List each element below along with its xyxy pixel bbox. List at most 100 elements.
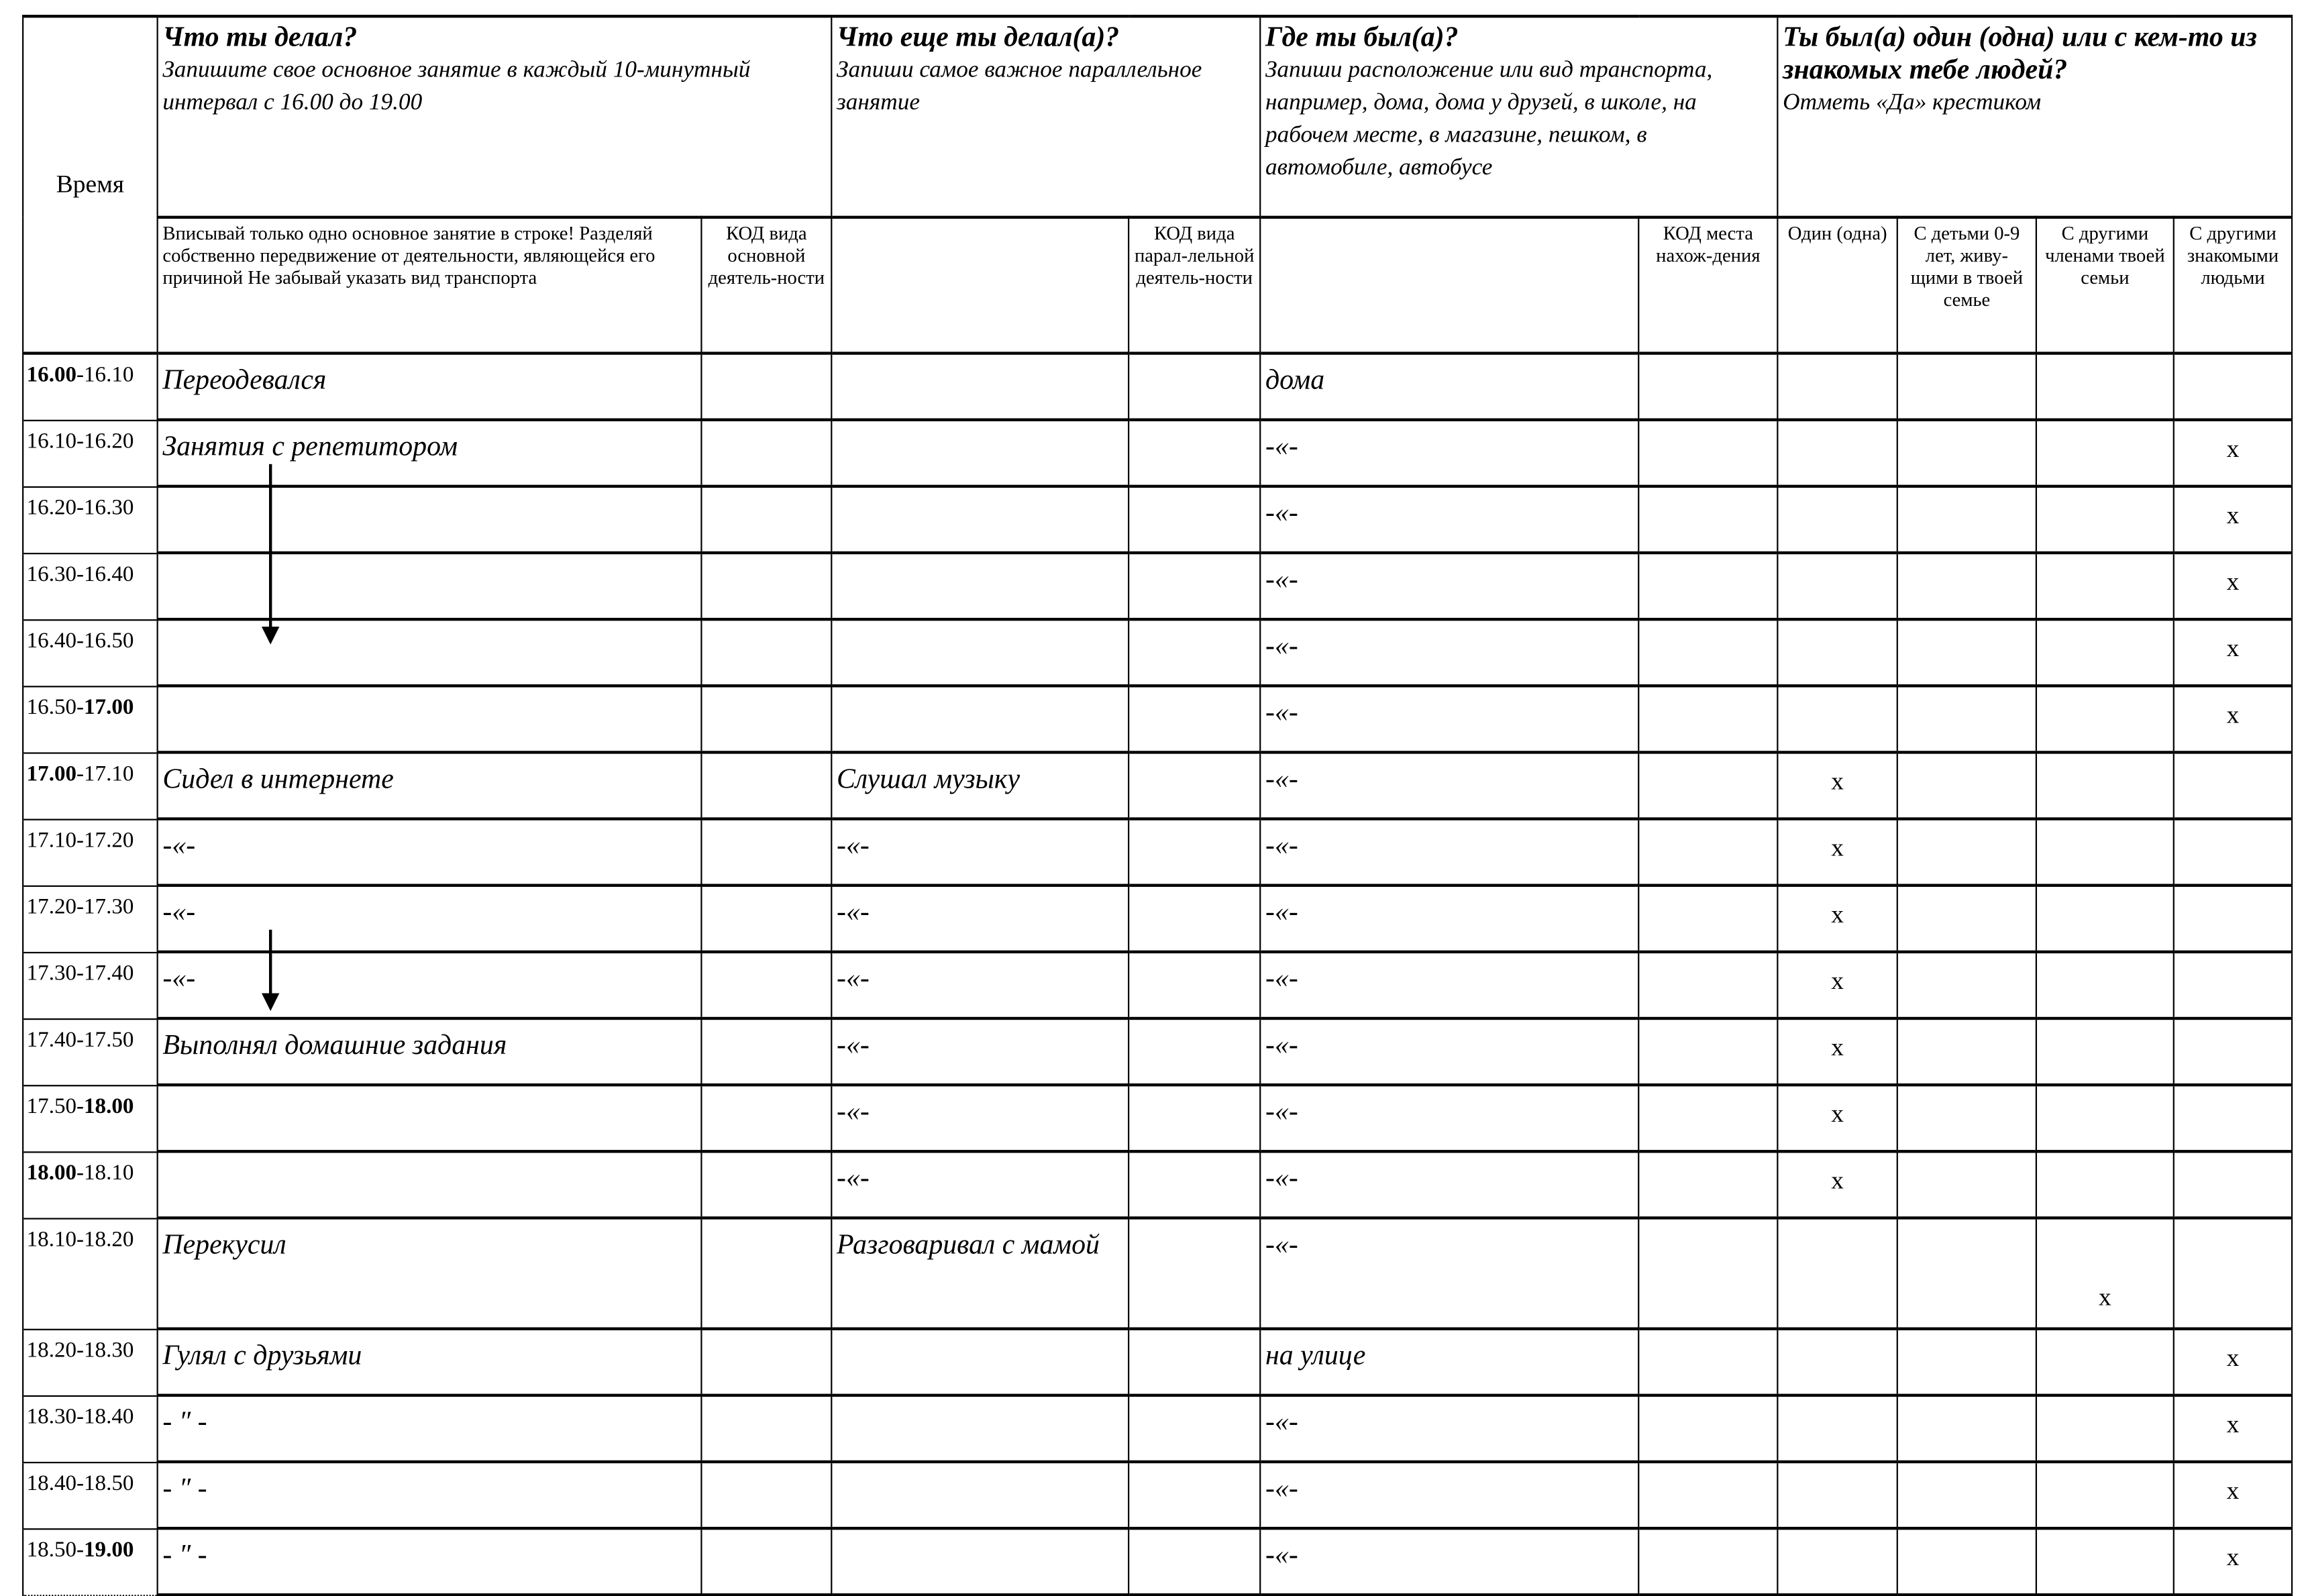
family-cell[interactable]: [2035, 1084, 2174, 1153]
kids-cell[interactable]: [1896, 352, 2038, 421]
location-code-cell[interactable]: [1638, 1328, 1779, 1397]
location-code-cell[interactable]: [1638, 419, 1779, 488]
main-activity-cell[interactable]: -«-: [156, 951, 702, 1020]
location-cell[interactable]: -«-: [1259, 1217, 1640, 1330]
kids-cell[interactable]: [1896, 1460, 2038, 1530]
family-cell[interactable]: [2035, 951, 2174, 1020]
friends-cell[interactable]: x: [2172, 1460, 2293, 1530]
family-cell[interactable]: [2035, 1017, 2174, 1087]
main-activity-code-cell[interactable]: [700, 1084, 833, 1153]
kids-cell[interactable]: [1896, 884, 2038, 954]
kids-cell[interactable]: [1896, 419, 2038, 488]
main-activity-cell[interactable]: -«-: [156, 884, 702, 954]
kids-cell[interactable]: [1896, 551, 2038, 621]
location-cell[interactable]: -«-: [1259, 1017, 1640, 1087]
location-code-cell[interactable]: [1638, 551, 1779, 621]
kids-cell[interactable]: [1896, 751, 2038, 820]
parallel-activity-code-cell[interactable]: [1128, 352, 1261, 421]
kids-cell[interactable]: [1896, 1394, 2038, 1464]
kids-cell[interactable]: [1896, 685, 2038, 754]
location-code-cell[interactable]: [1638, 685, 1779, 754]
friends-cell[interactable]: x: [2172, 1394, 2293, 1464]
location-code-cell[interactable]: [1638, 1217, 1779, 1330]
family-cell[interactable]: [2035, 419, 2174, 488]
location-cell[interactable]: -«-: [1259, 751, 1640, 820]
main-activity-code-cell[interactable]: [700, 1394, 833, 1464]
main-activity-code-cell[interactable]: [700, 419, 833, 488]
parallel-activity-code-cell[interactable]: [1128, 751, 1261, 820]
location-code-cell[interactable]: [1638, 1151, 1779, 1220]
alone-cell[interactable]: x: [1777, 1084, 1898, 1153]
family-cell[interactable]: [2035, 818, 2174, 887]
alone-cell[interactable]: [1777, 551, 1898, 621]
main-activity-cell[interactable]: - ″ -: [156, 1394, 702, 1464]
location-code-cell[interactable]: [1638, 619, 1779, 688]
parallel-activity-cell[interactable]: -«-: [831, 951, 1130, 1020]
main-activity-cell[interactable]: [156, 685, 702, 754]
parallel-activity-cell[interactable]: Разговаривал с мамой: [831, 1217, 1130, 1330]
kids-cell[interactable]: [1896, 818, 2038, 887]
main-activity-cell[interactable]: Выполнял домашние задания: [156, 1017, 702, 1087]
kids-cell[interactable]: [1896, 1217, 2038, 1330]
main-activity-code-cell[interactable]: [700, 1017, 833, 1087]
parallel-activity-cell[interactable]: [831, 1460, 1130, 1530]
alone-cell[interactable]: [1777, 685, 1898, 754]
parallel-activity-code-cell[interactable]: [1128, 685, 1261, 754]
parallel-activity-cell[interactable]: [831, 1528, 1130, 1596]
parallel-activity-cell[interactable]: -«-: [831, 884, 1130, 954]
kids-cell[interactable]: [1896, 1084, 2038, 1153]
location-cell[interactable]: дома: [1259, 352, 1640, 421]
main-activity-cell[interactable]: - ″ -: [156, 1460, 702, 1530]
parallel-activity-code-cell[interactable]: [1128, 1217, 1261, 1330]
friends-cell[interactable]: [2172, 951, 2293, 1020]
main-activity-cell[interactable]: [156, 619, 702, 688]
family-cell[interactable]: [2035, 551, 2174, 621]
location-code-cell[interactable]: [1638, 352, 1779, 421]
family-cell[interactable]: [2035, 884, 2174, 954]
location-code-cell[interactable]: [1638, 1460, 1779, 1530]
kids-cell[interactable]: [1896, 951, 2038, 1020]
main-activity-code-cell[interactable]: [700, 818, 833, 887]
parallel-activity-cell[interactable]: [831, 1394, 1130, 1464]
location-cell[interactable]: -«-: [1259, 419, 1640, 488]
family-cell[interactable]: [2035, 1328, 2174, 1397]
parallel-activity-cell[interactable]: -«-: [831, 1017, 1130, 1087]
parallel-activity-cell[interactable]: [831, 419, 1130, 488]
location-code-cell[interactable]: [1638, 1017, 1779, 1087]
main-activity-cell[interactable]: [156, 1084, 702, 1153]
main-activity-cell[interactable]: Гулял с друзьями: [156, 1328, 702, 1397]
location-code-cell[interactable]: [1638, 1394, 1779, 1464]
parallel-activity-code-cell[interactable]: [1128, 818, 1261, 887]
location-cell[interactable]: -«-: [1259, 1151, 1640, 1220]
alone-cell[interactable]: [1777, 419, 1898, 488]
alone-cell[interactable]: [1777, 1460, 1898, 1530]
location-cell[interactable]: -«-: [1259, 1394, 1640, 1464]
main-activity-code-cell[interactable]: [700, 1328, 833, 1397]
parallel-activity-code-cell[interactable]: [1128, 884, 1261, 954]
alone-cell[interactable]: [1777, 1394, 1898, 1464]
family-cell[interactable]: [2035, 1460, 2174, 1530]
family-cell[interactable]: [2035, 1528, 2174, 1596]
main-activity-code-cell[interactable]: [700, 619, 833, 688]
parallel-activity-cell[interactable]: [831, 485, 1130, 555]
parallel-activity-cell[interactable]: [831, 619, 1130, 688]
parallel-activity-code-cell[interactable]: [1128, 1151, 1261, 1220]
friends-cell[interactable]: [2172, 1217, 2293, 1330]
parallel-activity-cell[interactable]: [831, 352, 1130, 421]
friends-cell[interactable]: [2172, 884, 2293, 954]
main-activity-code-cell[interactable]: [700, 1217, 833, 1330]
location-cell[interactable]: -«-: [1259, 1460, 1640, 1530]
parallel-activity-cell[interactable]: [831, 1328, 1130, 1397]
parallel-activity-code-cell[interactable]: [1128, 551, 1261, 621]
main-activity-code-cell[interactable]: [700, 1528, 833, 1596]
friends-cell[interactable]: x: [2172, 1328, 2293, 1397]
main-activity-code-cell[interactable]: [700, 485, 833, 555]
alone-cell[interactable]: [1777, 485, 1898, 555]
parallel-activity-cell[interactable]: -«-: [831, 818, 1130, 887]
friends-cell[interactable]: [2172, 751, 2293, 820]
location-code-cell[interactable]: [1638, 818, 1779, 887]
parallel-activity-code-cell[interactable]: [1128, 1528, 1261, 1596]
location-cell[interactable]: -«-: [1259, 1528, 1640, 1596]
location-code-cell[interactable]: [1638, 884, 1779, 954]
main-activity-cell[interactable]: Занятия с репетитором: [156, 419, 702, 488]
